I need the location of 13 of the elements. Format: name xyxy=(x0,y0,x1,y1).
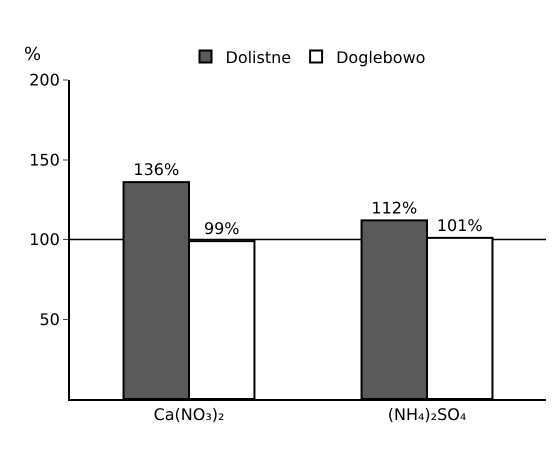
y-tick-label: 200 xyxy=(29,70,60,90)
y-tick-label: 150 xyxy=(29,150,60,170)
y-axis-title: % xyxy=(24,44,42,65)
legend-label: Dolistne xyxy=(226,48,292,67)
legend-label: Doglebowo xyxy=(336,48,426,67)
data-label: 101% xyxy=(436,216,483,235)
x-tick-label: (NH₄)₂SO₄ xyxy=(388,405,466,424)
data-label: 112% xyxy=(371,198,418,218)
data-label: 136% xyxy=(133,160,180,180)
y-tick-label: 100 xyxy=(29,230,60,250)
data-label: 99% xyxy=(204,219,240,238)
y-tick-label: 50 xyxy=(39,310,60,329)
x-tick-label: Ca(NO₃)₂ xyxy=(154,405,224,424)
